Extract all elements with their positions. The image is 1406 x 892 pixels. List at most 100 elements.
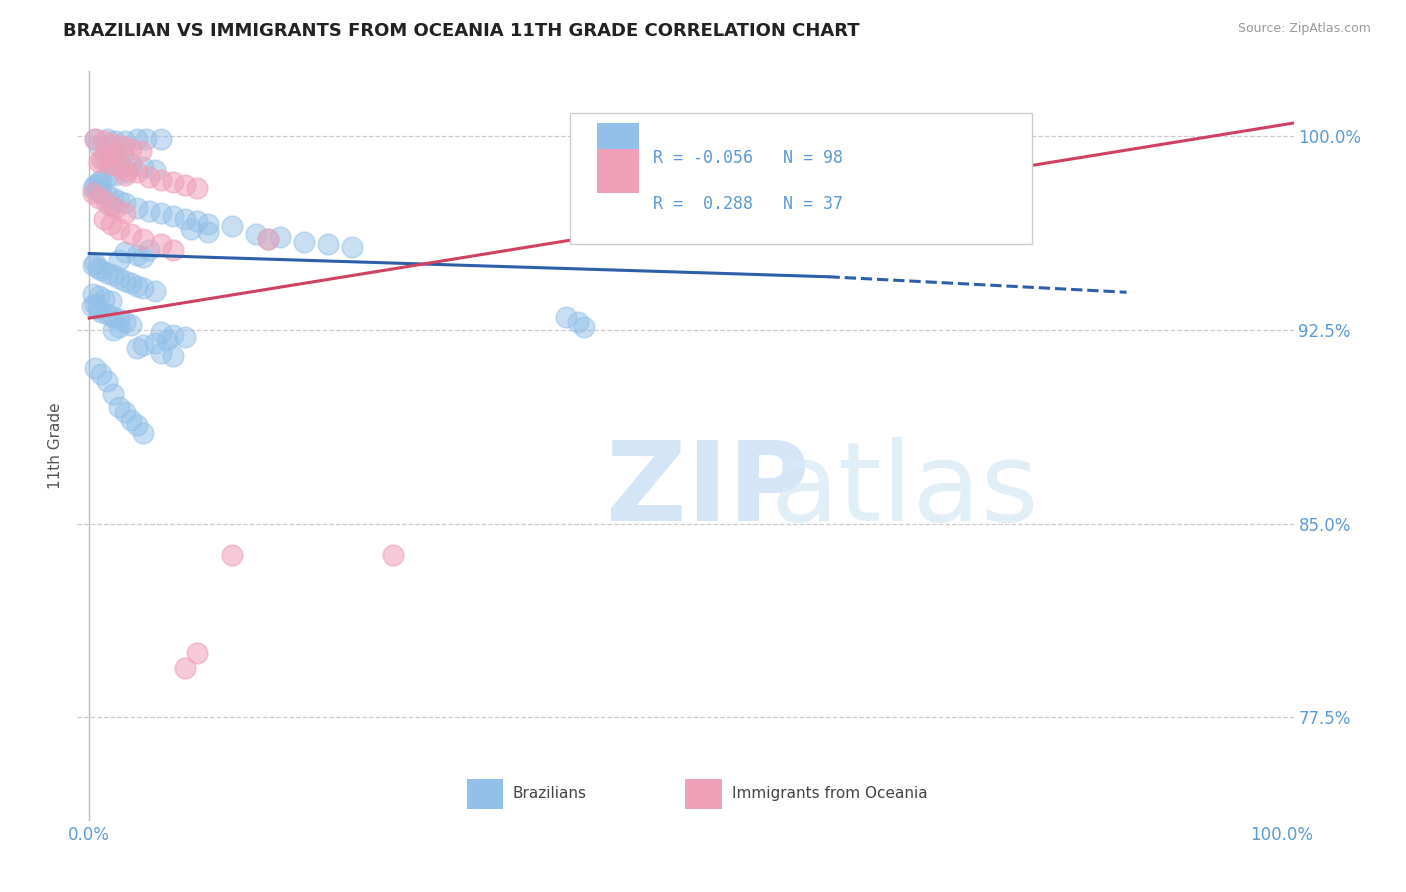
- Text: R = -0.056   N = 98: R = -0.056 N = 98: [652, 149, 842, 167]
- Point: [120, 277, 142, 291]
- Point: [100, 217, 122, 231]
- Point: [108, 312, 131, 326]
- Point: [162, 209, 184, 223]
- Point: [114, 245, 136, 260]
- Point: [101, 145, 124, 159]
- Point: [108, 222, 131, 236]
- Point: [125, 202, 148, 216]
- Point: [87, 289, 110, 303]
- Point: [132, 426, 155, 441]
- Point: [173, 661, 195, 675]
- Point: [186, 214, 208, 228]
- Point: [132, 281, 155, 295]
- Point: [138, 243, 160, 257]
- Point: [86, 260, 108, 275]
- Point: [108, 320, 131, 334]
- Point: [96, 266, 118, 280]
- Point: [125, 131, 148, 145]
- Point: [96, 170, 118, 185]
- Point: [143, 335, 166, 350]
- Text: BRAZILIAN VS IMMIGRANTS FROM OCEANIA 11TH GRADE CORRELATION CHART: BRAZILIAN VS IMMIGRANTS FROM OCEANIA 11T…: [63, 22, 860, 40]
- Point: [101, 191, 124, 205]
- Point: [162, 327, 184, 342]
- Point: [104, 147, 127, 161]
- Text: Immigrants from Oceania: Immigrants from Oceania: [731, 786, 928, 801]
- Point: [120, 157, 142, 171]
- Point: [114, 168, 136, 182]
- Point: [149, 346, 172, 360]
- Point: [143, 284, 166, 298]
- Point: [96, 375, 118, 389]
- Point: [90, 186, 112, 200]
- Point: [90, 367, 112, 381]
- Point: [156, 333, 179, 347]
- Point: [292, 235, 315, 249]
- Text: R =  0.288   N = 37: R = 0.288 N = 37: [652, 195, 842, 213]
- Point: [96, 196, 118, 211]
- Point: [117, 165, 139, 179]
- Point: [257, 232, 280, 246]
- FancyBboxPatch shape: [596, 149, 640, 193]
- Point: [257, 232, 280, 246]
- Point: [125, 165, 148, 179]
- FancyBboxPatch shape: [569, 112, 1032, 244]
- Point: [138, 203, 160, 218]
- Point: [197, 225, 219, 239]
- Point: [108, 271, 131, 285]
- Point: [90, 304, 112, 318]
- Point: [111, 147, 134, 161]
- Point: [221, 219, 243, 234]
- FancyBboxPatch shape: [596, 123, 640, 167]
- Point: [111, 139, 134, 153]
- Point: [162, 176, 184, 190]
- Point: [135, 131, 157, 145]
- Point: [567, 315, 589, 329]
- Point: [382, 548, 405, 562]
- Point: [117, 162, 139, 177]
- Point: [96, 307, 118, 321]
- Text: atlas: atlas: [770, 437, 1039, 544]
- Point: [149, 206, 172, 220]
- Point: [572, 320, 595, 334]
- Point: [84, 178, 107, 192]
- Point: [82, 286, 104, 301]
- Point: [120, 142, 142, 156]
- Point: [120, 413, 142, 427]
- FancyBboxPatch shape: [686, 779, 721, 809]
- Point: [90, 152, 112, 166]
- Point: [93, 211, 115, 226]
- Point: [149, 173, 172, 187]
- Point: [87, 191, 110, 205]
- Point: [149, 131, 172, 145]
- Point: [132, 232, 155, 246]
- Point: [108, 154, 131, 169]
- Point: [87, 139, 110, 153]
- Point: [108, 252, 131, 267]
- Point: [104, 168, 127, 182]
- Text: Brazilians: Brazilians: [513, 786, 586, 801]
- Point: [101, 268, 124, 283]
- Point: [96, 150, 118, 164]
- Point: [82, 186, 104, 200]
- Point: [114, 206, 136, 220]
- Point: [108, 194, 131, 208]
- Point: [197, 217, 219, 231]
- Point: [86, 301, 108, 316]
- Point: [100, 157, 122, 171]
- Point: [114, 134, 136, 148]
- Point: [80, 300, 103, 314]
- Point: [100, 294, 122, 309]
- Point: [104, 134, 127, 148]
- Point: [101, 387, 124, 401]
- Point: [120, 318, 142, 332]
- Point: [101, 310, 124, 324]
- Point: [82, 180, 104, 194]
- Point: [340, 240, 363, 254]
- Point: [555, 310, 578, 324]
- Point: [132, 338, 155, 352]
- Point: [129, 145, 152, 159]
- Point: [120, 227, 142, 241]
- Point: [82, 258, 104, 272]
- Point: [149, 326, 172, 340]
- Point: [100, 150, 122, 164]
